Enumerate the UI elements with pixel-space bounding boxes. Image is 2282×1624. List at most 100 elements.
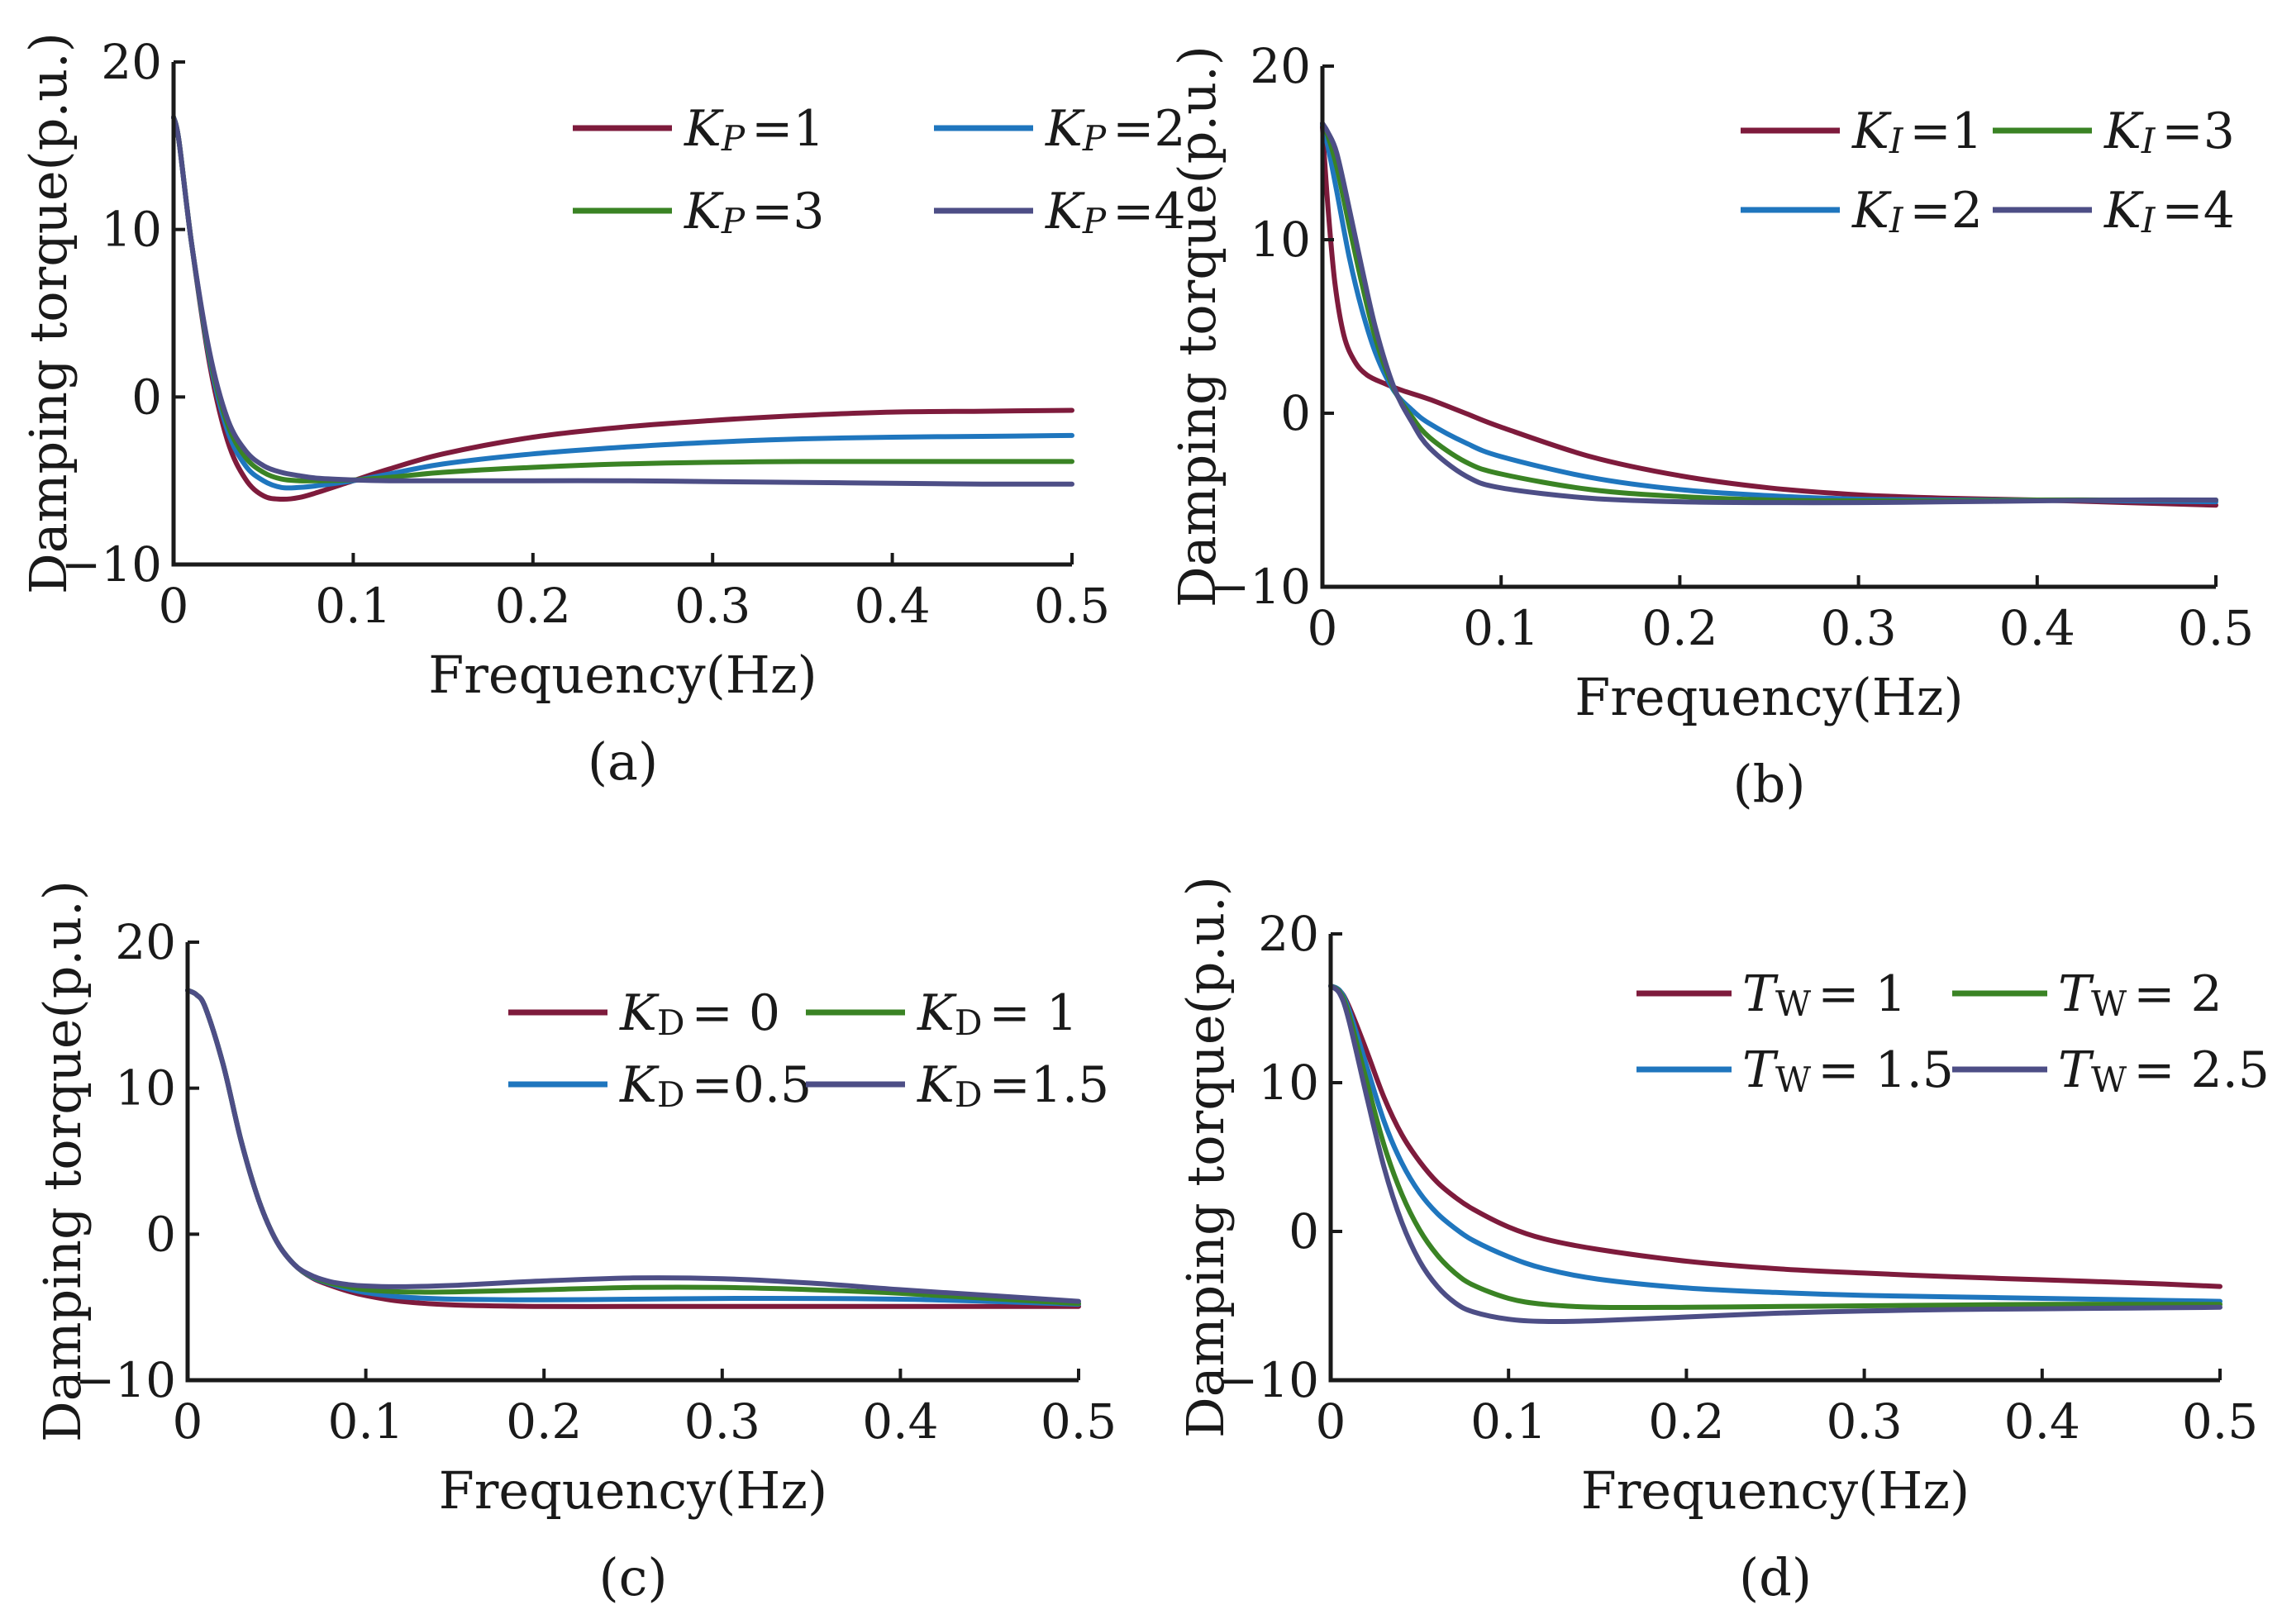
y-axis-label: Damping torque(p.u.)	[1167, 45, 1227, 607]
x-tick-label: 0.2	[1641, 600, 1717, 656]
legend-item: KI =3	[1993, 102, 2235, 161]
legend-label: KI =2	[1851, 182, 1983, 241]
y-tick-label: 20	[101, 34, 162, 90]
panel-caption: (d)	[1739, 1547, 1812, 1607]
x-axis-label: Frequency(Hz)	[439, 1460, 827, 1521]
y-tick-label: 0	[1289, 1203, 1319, 1260]
panel-caption: (a)	[588, 731, 658, 792]
y-tick-label: 0	[131, 369, 162, 425]
series-line-KI-3	[1320, 121, 2218, 504]
y-tick-label: 10	[1258, 1055, 1319, 1111]
y-tick-label: −10	[75, 1352, 176, 1408]
x-tick-label: 0.4	[854, 578, 930, 634]
axes-frame	[1320, 66, 2216, 589]
series-line-KP-2	[171, 114, 1074, 491]
y-tick-label: 0	[145, 1206, 176, 1262]
x-tick-label: 0	[173, 1393, 203, 1450]
series-line-TW-2.5	[1328, 983, 2222, 1325]
legend-item: KD = 1	[806, 984, 1078, 1043]
x-tick-label: 0.1	[315, 578, 391, 634]
series-group	[1320, 121, 2218, 508]
y-tick-label: 20	[1258, 906, 1319, 962]
legend-label: KI =1	[1851, 102, 1983, 161]
legend-label: KP =1	[684, 100, 825, 159]
x-tick-label: 0.5	[1041, 1393, 1117, 1450]
y-tick-label: 20	[1250, 38, 1311, 94]
x-tick-label: 0	[1316, 1393, 1346, 1450]
x-axis-label: Frequency(Hz)	[1581, 1460, 1970, 1521]
legend-item: KP =3	[573, 183, 825, 241]
y-tick-label: −10	[1218, 1352, 1319, 1408]
legend-label: TW = 2.5	[2058, 1041, 2270, 1100]
x-axis-label: Frequency(Hz)	[428, 645, 817, 705]
legend-label: KD = 0	[619, 984, 780, 1043]
legend-label: KP =2	[1045, 100, 1186, 159]
legend-item: KD =1.5	[806, 1056, 1109, 1115]
x-axis-label: Frequency(Hz)	[1575, 667, 1963, 727]
x-tick-label: 0.1	[1463, 600, 1539, 656]
y-tick-label: 10	[1250, 212, 1311, 268]
legend-item: KI =2	[1741, 182, 1983, 241]
legend-label: TW = 2	[2058, 965, 2222, 1024]
legend-label: KP =3	[684, 183, 825, 241]
legend-item: TW = 2	[1952, 965, 2222, 1024]
x-tick-label: 0	[159, 578, 189, 634]
legend-label: KD = 1	[917, 984, 1078, 1043]
y-tick-label: 0	[1280, 385, 1311, 441]
series-line-KP-1	[171, 114, 1074, 502]
series-line-TW-2	[1328, 983, 2222, 1311]
y-axis-label: Damping torque(p.u.)	[18, 32, 79, 594]
series-line-KD-1.5	[185, 988, 1081, 1304]
y-tick-label: −10	[1210, 559, 1311, 615]
x-tick-label: 0.3	[674, 578, 750, 634]
series-line-KI-4	[1320, 121, 2218, 506]
legend: TW = 1 TW = 2 TW = 1.5 TW = 2.5	[1636, 965, 2270, 1100]
series-group	[171, 114, 1074, 502]
legend-label: KP =4	[1045, 183, 1186, 241]
x-tick-label: 0.5	[2182, 1393, 2258, 1450]
x-tick-label: 0.3	[1826, 1393, 1902, 1450]
legend-label: KI =3	[2103, 102, 2235, 161]
y-tick-label: 10	[101, 202, 162, 258]
legend-item: KP =1	[573, 100, 825, 159]
legend-item: TW = 2.5	[1952, 1041, 2270, 1100]
y-axis-label: Damping torque(p.u.)	[32, 880, 93, 1442]
x-tick-label: 0.3	[684, 1393, 760, 1450]
legend-item: KP =4	[934, 183, 1186, 241]
panel-caption: (c)	[598, 1547, 667, 1607]
panel-caption: (b)	[1732, 754, 1805, 814]
legend-label: TW = 1.5	[1742, 1041, 1954, 1100]
series-line-KP-4	[171, 114, 1074, 487]
series-group	[185, 988, 1081, 1309]
legend-item: KI =4	[1993, 182, 2235, 241]
legend-label: KD =1.5	[917, 1056, 1109, 1115]
legend-item: KD = 0	[508, 984, 780, 1043]
x-tick-label: 0.2	[506, 1393, 582, 1450]
legend-item: TW = 1.5	[1636, 1041, 1954, 1100]
series-line-KI-1	[1320, 124, 2218, 508]
legend: KP =1 KP =2 KP =3 KP =4	[573, 100, 1186, 241]
series-line-TW-1	[1328, 983, 2222, 1289]
x-tick-label: 0.3	[1820, 600, 1896, 656]
series-line-TW-1.5	[1328, 983, 2222, 1304]
legend-item: KP =2	[934, 100, 1186, 159]
x-tick-label: 0.1	[1470, 1393, 1546, 1450]
x-tick-label: 0.2	[1648, 1393, 1724, 1450]
x-tick-label: 0.4	[2004, 1393, 2080, 1450]
series-line-KI-2	[1320, 122, 2218, 505]
y-tick-label: 10	[115, 1060, 176, 1117]
series-group	[1328, 983, 2222, 1325]
legend-label: TW = 1	[1742, 965, 1907, 1024]
legend-label: KD =0.5	[619, 1056, 812, 1115]
x-tick-label: 0.2	[495, 578, 571, 634]
legend: KI =1 KI =3 KI =2 KI =4	[1741, 102, 2235, 241]
x-tick-label: 0.5	[1034, 578, 1110, 634]
legend-item: TW = 1	[1636, 965, 1907, 1024]
x-tick-label: 0	[1308, 600, 1338, 656]
y-tick-label: −10	[61, 536, 162, 593]
x-tick-label: 0.5	[2178, 600, 2254, 656]
